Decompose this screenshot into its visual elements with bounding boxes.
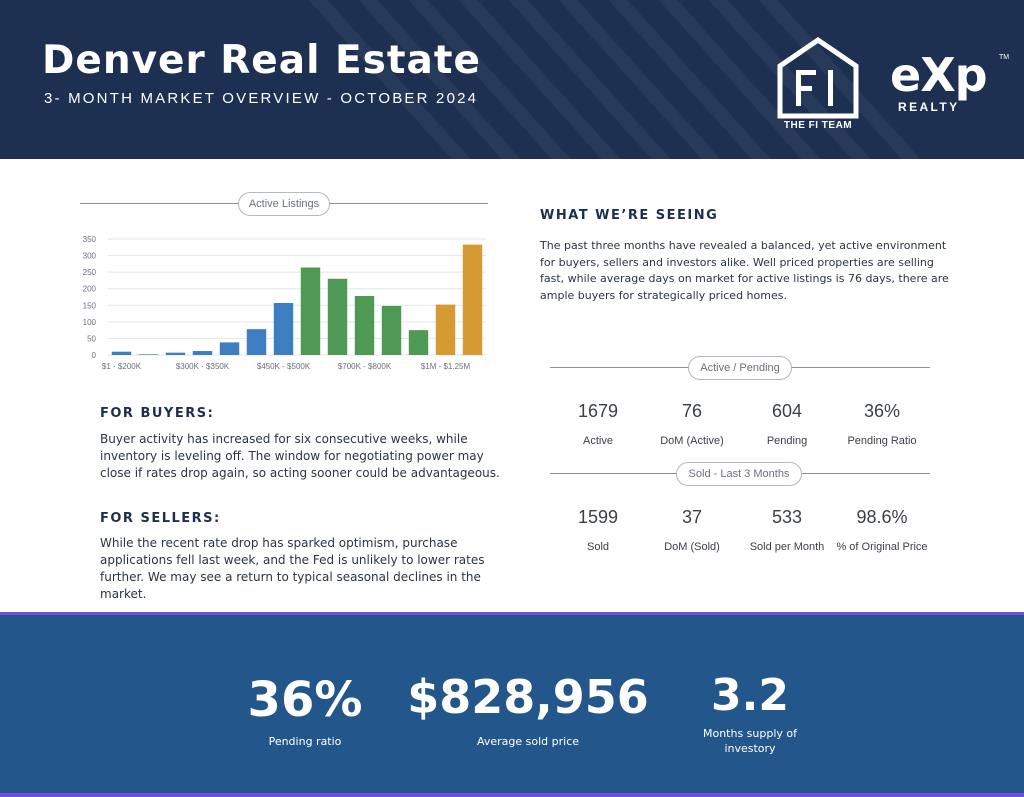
chart-bar: [273, 302, 294, 355]
stat-active-label: Active: [583, 435, 613, 447]
active-pending-section-title: Active / Pending: [550, 356, 930, 380]
exp-realty-logo: eXp: [890, 48, 988, 102]
big-stat-months-supply-value: 3.2: [711, 670, 789, 721]
chart-bar: [354, 296, 375, 355]
stat-pending-ratio-label: Pending Ratio: [847, 435, 917, 447]
chart-bar: [192, 351, 213, 355]
active-listings-chart: 0 50 100 150 200 250 300 350 $1 - $200K $300K - $…: [78, 232, 498, 377]
chart-bar: [327, 278, 348, 355]
sold-section-title: Sold - Last 3 Months: [550, 462, 930, 486]
chart-bar: [408, 330, 429, 355]
big-stat-avg-sold-price-label: Average sold price: [476, 735, 580, 748]
stat-pending-label: Pending: [766, 435, 808, 447]
chart-bar: [111, 351, 132, 355]
active-pending-pill: Active / Pending: [688, 356, 792, 380]
stat-dom-active-value: 76: [681, 401, 703, 421]
fi-team-logo: [777, 36, 859, 119]
stat-sold-per-month-label: Sold per Month: [749, 541, 825, 553]
chart-y-tick-label: 250: [83, 268, 97, 277]
stat-sold-label: Sold: [586, 541, 610, 553]
buyers-heading: FOR BUYERS:: [100, 406, 215, 421]
active-listings-section-title: Active Listings: [80, 192, 488, 216]
chart-y-tick-label: 350: [83, 235, 97, 244]
big-stat-pending-ratio-label: Pending ratio: [268, 735, 342, 748]
fi-team-logo-caption: THE FI TEAM: [783, 120, 853, 131]
chart-x-tick-label: $1 - $200K: [102, 362, 142, 371]
big-stat-pending-ratio-value: 36%: [247, 672, 363, 728]
chart-y-tick-label: 100: [83, 318, 97, 327]
chart-y-tick-label: 300: [83, 252, 97, 261]
sold-pill: Sold - Last 3 Months: [676, 462, 802, 486]
big-stat-avg-sold-price-value: $828,956: [407, 670, 649, 724]
chart-bar: [435, 304, 456, 355]
chart-bar: [138, 354, 159, 355]
stat-original-price-label: % of Original Price: [836, 541, 928, 553]
chart-bar: [381, 305, 402, 355]
stat-pending-value: 604: [771, 401, 803, 421]
active-listings-pill: Active Listings: [238, 192, 330, 216]
footer-stats-band: [0, 615, 1024, 797]
seeing-paragraph: The past three months have revealed a ba…: [540, 239, 949, 302]
chart-y-tick-label: 50: [87, 334, 96, 343]
page-subtitle: 3- MONTH MARKET OVERVIEW - OCTOBER 2024: [44, 90, 479, 107]
exp-trademark: TM: [999, 54, 1010, 61]
big-stat-months-supply-label: Months supply of investory: [702, 727, 798, 755]
stat-sold-per-month-value: 533: [771, 507, 803, 527]
stat-dom-sold-label: DoM (Sold): [664, 541, 720, 553]
header-banner: Denver Real Estate 3- MONTH MARKET OVERV…: [0, 0, 1024, 159]
seeing-heading: WHAT WE’RE SEEING: [540, 208, 719, 223]
chart-bar: [300, 267, 321, 355]
stat-active-value: 1679: [577, 401, 619, 421]
page-title: Denver Real Estate: [42, 38, 481, 83]
stat-dom-sold-value: 37: [681, 507, 703, 527]
stat-pending-ratio-value: 36%: [863, 401, 901, 421]
chart-bar: [165, 352, 186, 355]
sellers-heading: FOR SELLERS:: [100, 511, 221, 526]
stat-original-price-value: 98.6%: [856, 507, 908, 527]
chart-x-tick-label: $700K - $800K: [338, 362, 392, 371]
header-stripe-pattern: [308, 0, 921, 159]
footer-accent-line: [0, 612, 1024, 615]
chart-bar: [246, 329, 267, 355]
sellers-paragraph: While the recent rate drop has sparked o…: [100, 536, 485, 601]
chart-y-tick-label: 150: [83, 301, 97, 310]
exp-realty-logo-sub: REALTY: [898, 100, 960, 114]
chart-x-tick-label: $300K - $350K: [176, 362, 230, 371]
chart-y-tick-label: 200: [83, 285, 97, 294]
chart-bar: [219, 342, 240, 355]
chart-x-tick-label: $1M - $1.25M: [421, 362, 471, 371]
active-listings-bar-chart: 0 50 100 150 200 250 300 350 $1 - $200K $300K - $…: [83, 235, 486, 371]
stat-sold-value: 1599: [577, 507, 619, 527]
footer-bottom-line: [0, 793, 1024, 797]
chart-y-tick-label: 0: [92, 351, 97, 360]
stat-dom-active-label: DoM (Active): [660, 435, 724, 447]
buyers-paragraph: Buyer activity has increased for six con…: [100, 432, 500, 480]
chart-x-tick-label: $450K - $500K: [257, 362, 311, 371]
chart-bar: [462, 244, 483, 355]
